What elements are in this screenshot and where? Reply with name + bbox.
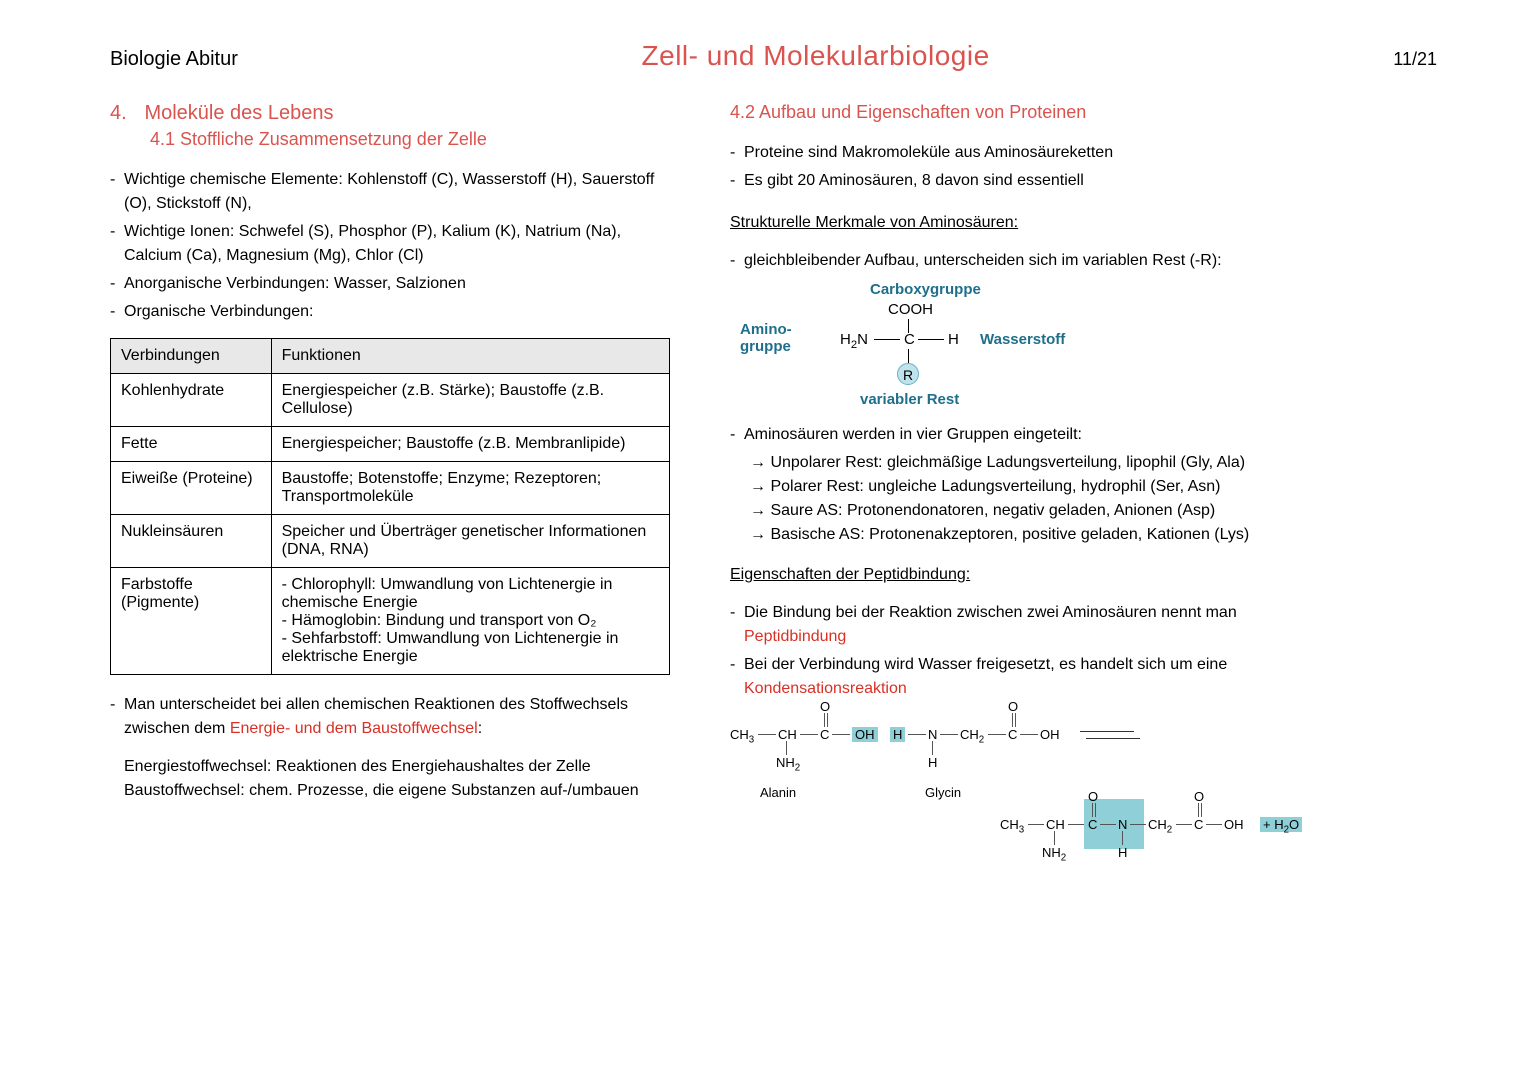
pep-b2-red: Kondensationsreaktion [744,680,907,697]
label-alanin: Alanin [760,785,796,800]
pep-b2-pre: Bei der Verbindung wird Wasser freigeset… [744,656,1227,673]
pd2-nh2: NH2 [1042,845,1066,864]
pd-ch2-1: CH2 [960,727,984,746]
baustoff-line: Baustoffwechsel: chem. Prozesse, die eig… [110,779,670,803]
subsection-4-1: 4.1 Stoffliche Zusammensetzung der Zelle [150,129,670,150]
section-heading: 4. Moleküle des Lebens [110,102,670,125]
table-row: Eiweiße (Proteine)Baustoffe; Botenstoffe… [111,462,670,515]
table-row: FetteEnergiespeicher; Baustoffe (z.B. Me… [111,427,670,462]
pd-h1: H [890,727,905,742]
left-column: 4. Moleküle des Lebens 4.1 Stoffliche Zu… [110,102,670,877]
chem-cooh: COOH [888,301,933,318]
header-subject: Biologie Abitur [110,48,238,71]
pd2-h: H [1118,845,1127,860]
bond-h2 [918,339,944,340]
pd2-oh: OH [1224,817,1244,832]
compounds-table: Verbindungen Funktionen KohlenhydrateEne… [110,338,670,675]
pep-b1-pre: Die Bindung bei der Reaktion zwischen zw… [744,604,1237,621]
label-rest: variabler Rest [860,391,959,408]
header-title: Zell- und Molekularbiologie [642,40,990,72]
group-polar: → Polarer Rest: ungleiche Ladungsverteil… [730,475,1437,499]
table-header-row: Verbindungen Funktionen [111,339,670,374]
header-page-number: 11/21 [1393,49,1437,70]
bullet-org: -Organische Verbindungen: [110,300,670,324]
group-saure: → Saure AS: Protonendonatoren, negativ g… [730,499,1437,523]
struktur-heading: Strukturelle Merkmale von Aminosäuren: [730,211,1437,235]
label-wasserstoff: Wasserstoff [980,331,1065,348]
pd-ch: CH [778,727,797,742]
bullet-ions: -Wichtige Ionen: Schwefel (S), Phosphor … [110,220,670,268]
right-bullets-1: -Proteine sind Makromoleküle aus Aminosä… [730,141,1437,193]
pd-oh2: OH [1040,727,1060,742]
after-table-red: Energie- und dem Baustoffwechsel [230,720,478,737]
peptide-diagram: CH3 CH C OH O NH2 H N CH2 C [730,707,1370,877]
pd-ch3: CH3 [730,727,754,746]
bullet-elements: -Wichtige chemische Elemente: Kohlenstof… [110,168,670,216]
chem-h: H [948,331,959,348]
col-funktionen: Funktionen [271,339,669,374]
struktur-bullet: gleichbleibender Aufbau, unterscheiden s… [744,249,1437,273]
col-verbindungen: Verbindungen [111,339,272,374]
pd2-ch: CH [1046,817,1065,832]
table-row: KohlenhydrateEnergiespeicher (z.B. Stärk… [111,374,670,427]
pd-o2: O [1008,699,1018,714]
pd-c2: C [1008,727,1017,742]
chem-h2n: H2N [840,331,868,351]
label-glycin: Glycin [925,785,961,800]
pd2-o2: O [1194,789,1204,804]
table-row: NukleinsäurenSpeicher und Überträger gen… [111,515,670,568]
group-basische: → Basische AS: Protonenakzeptoren, posit… [730,523,1437,547]
pd2-o1: O [1088,789,1098,804]
pd-oh1: OH [852,727,878,742]
section-title: Moleküle des Lebens [144,102,333,124]
document-page: Biologie Abitur Zell- und Molekularbiolo… [0,0,1527,1080]
peptid-heading: Eigenschaften der Peptidbindung: [730,563,1437,587]
page-header: Biologie Abitur Zell- und Molekularbiolo… [110,40,1437,72]
chem-c: C [904,331,915,348]
energiestoff-line: Energiestoffwechsel: Reaktionen des Ener… [110,755,670,779]
pd2-c: C [1088,817,1097,832]
table-row: Farbstoffe (Pigmente)- Chlorophyll: Umwa… [111,568,670,675]
section-number: 4. [110,102,140,125]
pd-n1: N [928,727,937,742]
pep-b1-red: Peptidbindung [744,628,846,645]
pd2-c2: C [1194,817,1203,832]
chem-r: R [897,363,919,385]
pd-nh2-1: NH2 [776,755,800,774]
after-table-post: : [478,720,482,737]
pd-o1: O [820,699,830,714]
right-column: 4.2 Aufbau und Eigenschaften von Protein… [730,102,1437,877]
content-columns: 4. Moleküle des Lebens 4.1 Stoffliche Zu… [110,102,1437,877]
after-table-text: - Man unterscheidet bei allen chemischen… [110,693,670,803]
left-bullets: -Wichtige chemische Elemente: Kohlenstof… [110,168,670,324]
groups-intro: Aminosäuren werden in vier Gruppen einge… [744,423,1437,447]
label-amino: Amino- gruppe [740,321,792,355]
group-unpolar: → Unpolarer Rest: gleichmäßige Ladungsve… [730,451,1437,475]
pd2-ch2: CH2 [1148,817,1172,836]
bond-v2 [908,349,909,363]
reversible-arrow-icon [1080,729,1140,741]
amino-acid-diagram: Carboxygruppe COOH Amino- gruppe H2N C H… [740,281,1080,411]
pd2-ch3: CH3 [1000,817,1024,836]
bullet-20as: Es gibt 20 Aminosäuren, 8 davon sind ess… [744,169,1437,193]
bullet-anorg: -Anorganische Verbindungen: Wasser, Salz… [110,272,670,296]
bond-h1 [874,339,900,340]
pd-h2: H [928,755,937,770]
subsection-4-2: 4.2 Aufbau und Eigenschaften von Protein… [730,102,1437,123]
bullet-proteine: Proteine sind Makromoleküle aus Aminosäu… [744,141,1437,165]
label-carboxy: Carboxygruppe [870,281,981,298]
pd-c1: C [820,727,829,742]
pd2-h2o: + H2O [1260,817,1302,836]
pd2-n: N [1118,817,1127,832]
